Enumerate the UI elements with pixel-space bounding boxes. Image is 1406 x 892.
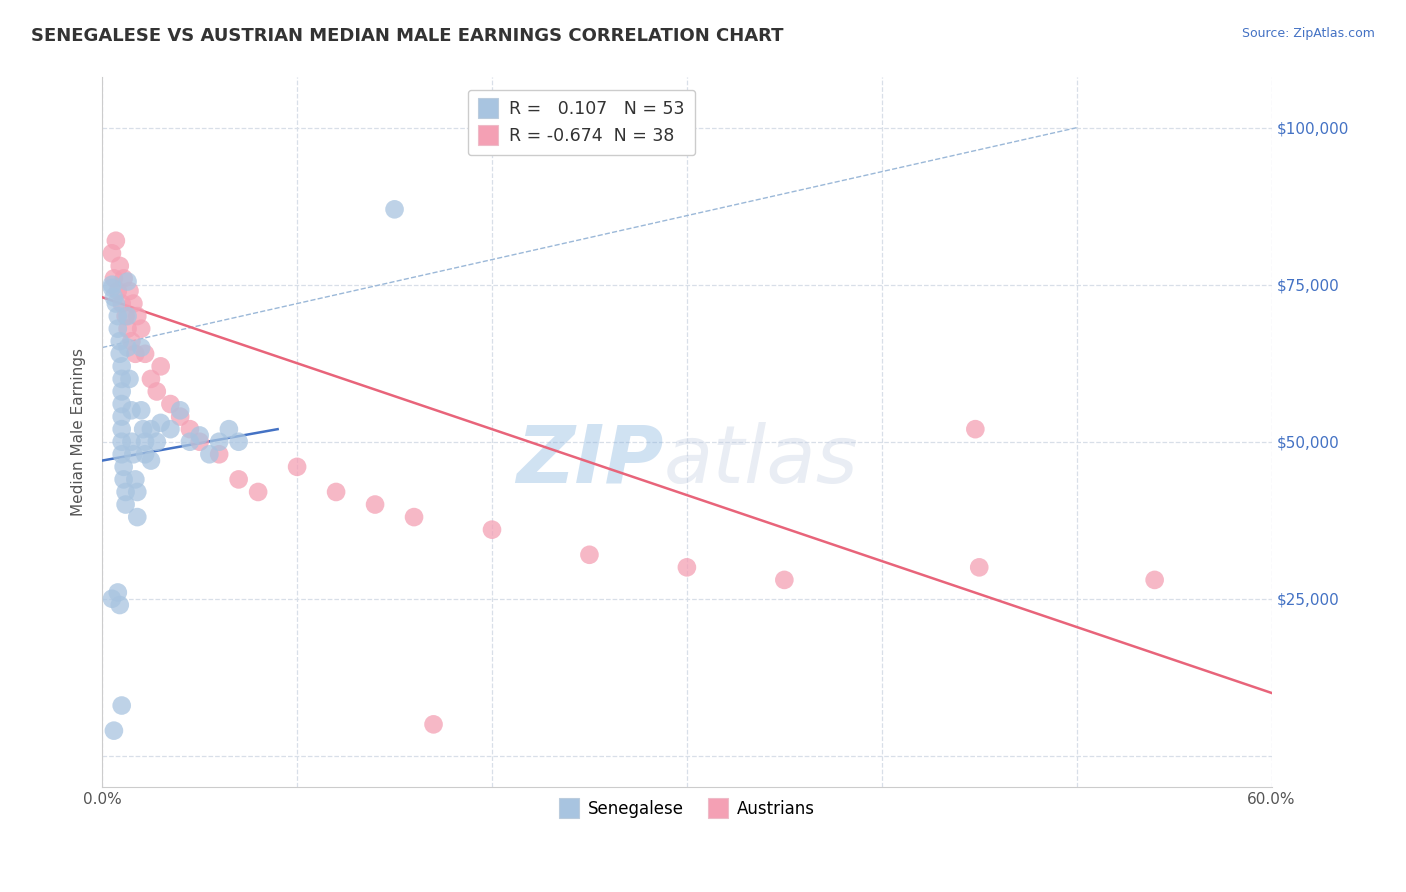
Point <box>169 409 191 424</box>
Point <box>112 271 135 285</box>
Point <box>108 334 131 349</box>
Legend: Senegalese, Austrians: Senegalese, Austrians <box>553 794 821 825</box>
Point <box>111 372 134 386</box>
Point <box>159 422 181 436</box>
Point <box>481 523 503 537</box>
Point <box>134 434 156 449</box>
Point <box>149 359 172 374</box>
Point <box>117 321 139 335</box>
Point <box>117 341 139 355</box>
Point <box>198 447 221 461</box>
Point <box>159 397 181 411</box>
Text: ZIP: ZIP <box>516 422 664 500</box>
Point <box>208 434 231 449</box>
Point <box>384 202 406 217</box>
Point <box>101 281 124 295</box>
Point <box>101 246 124 260</box>
Point <box>107 321 129 335</box>
Point <box>132 422 155 436</box>
Point <box>967 560 990 574</box>
Point <box>402 510 425 524</box>
Point <box>179 422 201 436</box>
Point <box>108 259 131 273</box>
Point <box>120 403 142 417</box>
Point <box>773 573 796 587</box>
Point <box>129 403 152 417</box>
Point <box>228 472 250 486</box>
Point <box>188 434 211 449</box>
Point <box>146 384 169 399</box>
Point <box>112 459 135 474</box>
Point <box>111 384 134 399</box>
Point <box>247 485 270 500</box>
Point <box>120 434 142 449</box>
Point <box>1143 573 1166 587</box>
Point <box>146 434 169 449</box>
Text: SENEGALESE VS AUSTRIAN MEDIAN MALE EARNINGS CORRELATION CHART: SENEGALESE VS AUSTRIAN MEDIAN MALE EARNI… <box>31 27 783 45</box>
Point <box>139 453 162 467</box>
Point <box>129 341 152 355</box>
Point <box>218 422 240 436</box>
Text: Source: ZipAtlas.com: Source: ZipAtlas.com <box>1241 27 1375 40</box>
Point <box>103 290 125 304</box>
Point <box>107 585 129 599</box>
Point <box>108 598 131 612</box>
Point <box>101 591 124 606</box>
Point <box>111 296 134 310</box>
Point <box>169 403 191 417</box>
Point <box>124 347 146 361</box>
Point <box>114 485 136 500</box>
Point <box>107 284 129 298</box>
Point <box>111 447 134 461</box>
Point <box>325 485 347 500</box>
Point <box>120 334 142 349</box>
Point <box>111 422 134 436</box>
Text: atlas: atlas <box>664 422 858 500</box>
Point <box>127 485 149 500</box>
Point <box>578 548 600 562</box>
Point <box>127 309 149 323</box>
Point <box>228 434 250 449</box>
Point <box>103 723 125 738</box>
Point <box>111 359 134 374</box>
Point <box>111 397 134 411</box>
Point <box>103 271 125 285</box>
Point <box>129 321 152 335</box>
Point <box>111 434 134 449</box>
Point <box>122 296 145 310</box>
Point <box>285 459 308 474</box>
Point <box>122 447 145 461</box>
Point <box>208 447 231 461</box>
Point <box>111 409 134 424</box>
Point <box>112 472 135 486</box>
Point <box>188 428 211 442</box>
Point <box>676 560 699 574</box>
Point <box>179 434 201 449</box>
Y-axis label: Median Male Earnings: Median Male Earnings <box>72 348 86 516</box>
Point <box>104 234 127 248</box>
Point <box>111 698 134 713</box>
Point <box>134 447 156 461</box>
Point <box>139 372 162 386</box>
Point <box>149 416 172 430</box>
Point <box>114 498 136 512</box>
Point <box>104 296 127 310</box>
Point <box>107 309 129 323</box>
Point <box>364 498 387 512</box>
Point <box>422 717 444 731</box>
Point <box>134 347 156 361</box>
Point <box>101 277 124 292</box>
Point <box>124 472 146 486</box>
Point <box>127 510 149 524</box>
Point <box>117 309 139 323</box>
Point <box>118 372 141 386</box>
Point <box>108 347 131 361</box>
Point <box>114 309 136 323</box>
Point <box>139 422 162 436</box>
Point <box>118 284 141 298</box>
Point <box>117 275 139 289</box>
Point <box>965 422 987 436</box>
